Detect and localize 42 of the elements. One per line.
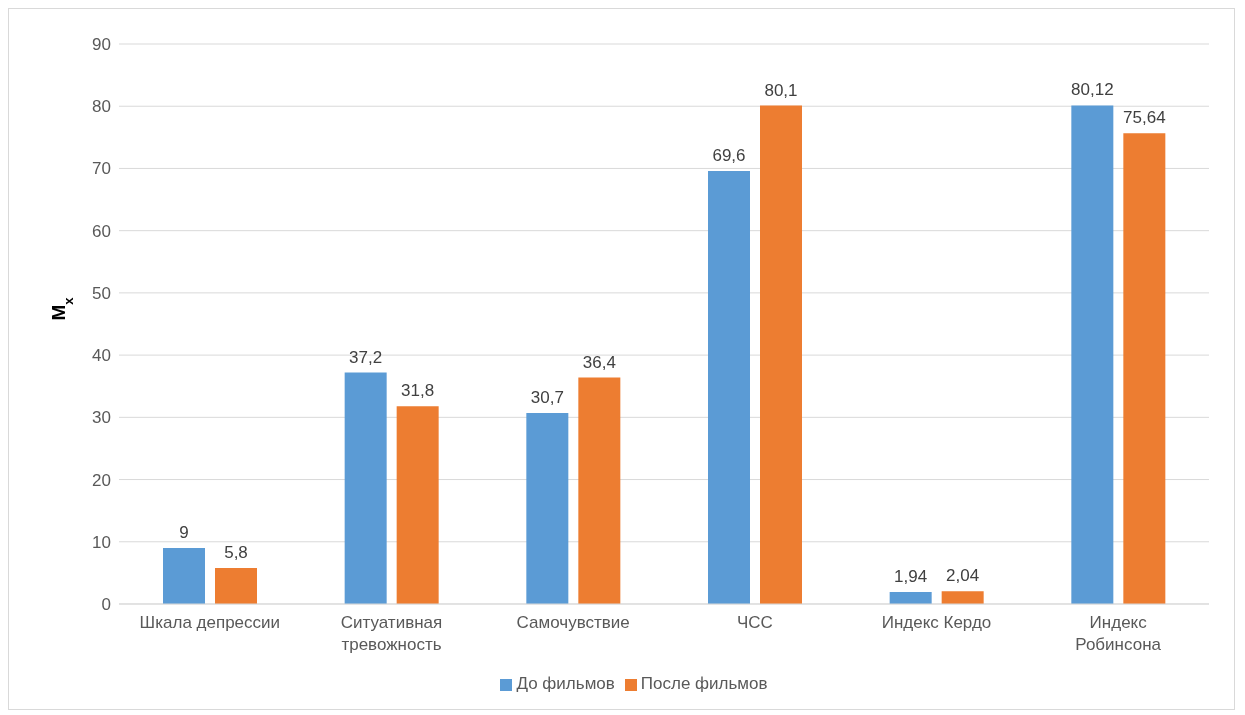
data-label: 80,12	[1071, 80, 1114, 100]
data-label: 5,8	[224, 542, 248, 562]
x-tick-label: ЧСС	[736, 613, 773, 632]
y-tick-label: 50	[92, 283, 111, 303]
legend-label: До фильмов	[516, 674, 615, 693]
bar	[578, 377, 621, 604]
data-label: 2,04	[946, 566, 980, 586]
data-label: 80,1	[764, 80, 798, 100]
x-tick-label: Ситуативная тревожность	[340, 613, 443, 654]
bar	[1123, 133, 1166, 604]
data-label: 37,2	[349, 347, 383, 367]
data-label: 1,94	[894, 566, 928, 586]
data-label: 69,6	[712, 145, 746, 165]
y-tick-label: 20	[92, 470, 111, 490]
y-tick-label: 10	[92, 532, 111, 552]
y-tick-label: 60	[92, 221, 111, 241]
y-tick-label: 30	[92, 408, 111, 428]
bar	[526, 412, 569, 604]
y-tick-label: 40	[92, 346, 111, 366]
bar	[708, 170, 750, 604]
bar	[889, 591, 932, 604]
bar	[941, 591, 984, 604]
x-tick-label: Индекс Кердо	[881, 613, 992, 632]
bar	[760, 105, 802, 604]
y-tick-label: 0	[101, 595, 111, 615]
bar	[1071, 105, 1114, 604]
bar	[215, 567, 257, 604]
y-tick-label: 80	[92, 97, 111, 117]
legend-label: После фильмов	[640, 674, 768, 693]
y-tick-label: 70	[92, 159, 111, 179]
data-label: 9	[179, 523, 189, 542]
data-label: 31,8	[401, 381, 435, 401]
x-tick-label: Самочувствие	[516, 613, 630, 632]
data-label: 30,7	[530, 387, 564, 407]
x-tick-label: Шкала депрессии	[139, 613, 281, 632]
data-label: 36,4	[582, 352, 616, 372]
bar	[163, 548, 205, 604]
bar	[344, 372, 387, 604]
data-label: 75,64	[1123, 108, 1166, 128]
bar	[396, 406, 439, 604]
y-tick-label: 90	[92, 35, 111, 55]
x-tick-label: Индекс Робинсона	[1075, 613, 1162, 654]
